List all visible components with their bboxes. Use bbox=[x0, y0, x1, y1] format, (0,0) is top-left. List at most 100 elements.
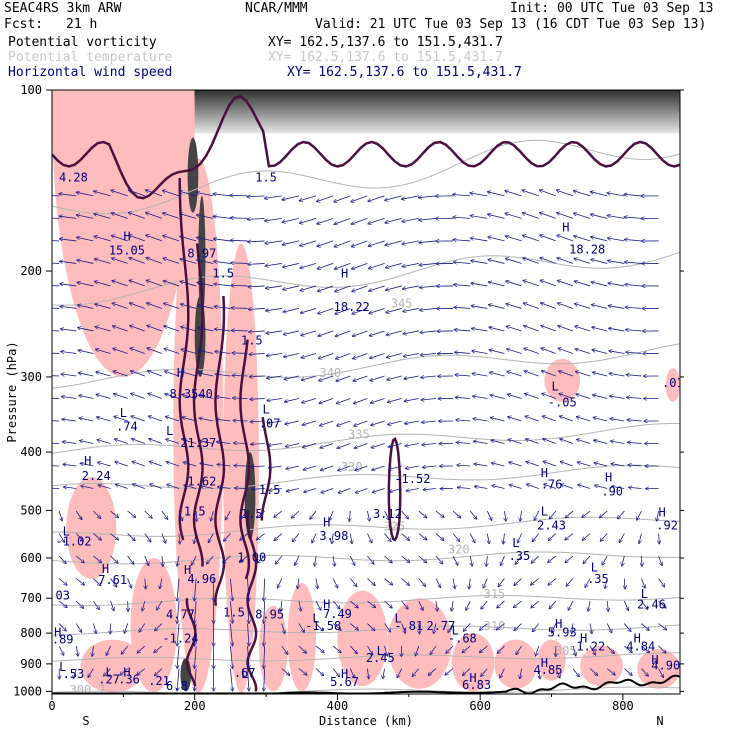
legend-pv-xy: XY= 162.5,137.6 to 151.5,431.7 bbox=[268, 35, 503, 50]
wind-vector bbox=[76, 645, 78, 656]
wind-vector bbox=[626, 352, 642, 353]
wind-vector bbox=[282, 195, 300, 200]
wind-vector bbox=[544, 462, 556, 467]
wind-vector bbox=[146, 258, 163, 264]
wind-vector bbox=[75, 510, 81, 519]
wind-vector bbox=[265, 195, 282, 198]
wind-vector bbox=[62, 397, 77, 399]
extremum-value: .89 bbox=[52, 632, 74, 646]
wind-vector bbox=[149, 416, 163, 422]
wind-vector bbox=[276, 555, 283, 564]
wind-vector bbox=[514, 600, 522, 607]
wind-vector bbox=[659, 533, 660, 544]
wind-vector bbox=[332, 668, 339, 677]
wind-vector bbox=[384, 533, 391, 542]
wind-vector bbox=[367, 555, 373, 564]
wind-vector bbox=[95, 259, 111, 264]
extremum-marker: L bbox=[166, 424, 173, 438]
extremum-value: 7.49 bbox=[323, 607, 352, 621]
wind-vector bbox=[627, 397, 642, 398]
wind-vector bbox=[605, 578, 608, 589]
tropopause-pv-contour bbox=[52, 94, 680, 200]
extremum-value: 3.98 bbox=[319, 529, 348, 543]
legend-theta-xy: XY= 162.5,137.6 to 151.5,431.7 bbox=[268, 50, 503, 65]
wind-vector bbox=[81, 463, 94, 467]
wind-vector bbox=[611, 464, 625, 467]
wind-vector bbox=[609, 328, 625, 332]
wind-vector bbox=[97, 440, 111, 444]
wind-vector bbox=[473, 396, 488, 399]
wind-vector bbox=[351, 218, 368, 224]
extremum-value: 2.24 bbox=[82, 469, 111, 483]
wind-vector bbox=[611, 441, 625, 444]
wind-vector bbox=[286, 443, 300, 446]
wind-vector bbox=[300, 285, 317, 291]
wind-vector bbox=[609, 306, 625, 309]
wind-vector bbox=[525, 371, 539, 377]
wind-vector bbox=[526, 439, 539, 444]
wind-vector bbox=[94, 191, 111, 197]
wind-vector bbox=[490, 372, 505, 377]
wind-vector bbox=[93, 600, 99, 609]
plot-frame bbox=[51, 89, 681, 695]
isentrope-label: 300.7 bbox=[70, 683, 106, 697]
wind-vector bbox=[286, 465, 300, 469]
wind-vector bbox=[197, 283, 214, 287]
wind-vector bbox=[583, 533, 591, 540]
wind-vector bbox=[471, 283, 488, 287]
y-axis-label: Pressure (hPa) bbox=[5, 341, 19, 442]
wind-vector bbox=[131, 416, 145, 422]
wind-vector bbox=[52, 240, 60, 242]
pv-fill-region bbox=[387, 598, 452, 689]
wind-vector bbox=[232, 330, 248, 331]
extremum-value: 6.83 bbox=[462, 678, 491, 692]
wind-vector bbox=[302, 375, 317, 380]
wind-vector bbox=[298, 645, 306, 653]
wind-vector bbox=[566, 578, 574, 586]
wind-vector bbox=[183, 440, 197, 444]
wind-vector bbox=[79, 373, 94, 377]
wind-vector bbox=[142, 600, 146, 611]
wind-vector bbox=[610, 419, 625, 422]
wind-vector bbox=[132, 462, 145, 467]
extremum-marker: L bbox=[312, 611, 319, 625]
wind-vector bbox=[489, 282, 505, 287]
wind-vector bbox=[194, 601, 196, 623]
extremum-marker: L bbox=[452, 624, 459, 638]
wind-vector bbox=[627, 420, 642, 421]
wind-vector bbox=[52, 217, 60, 219]
wind-vector bbox=[157, 600, 163, 610]
wind-vector bbox=[265, 218, 282, 220]
wind-vector bbox=[137, 668, 146, 675]
pv-fill-region bbox=[537, 639, 566, 681]
wind-vector bbox=[589, 645, 595, 655]
wind-vector bbox=[641, 623, 649, 631]
wind-vector bbox=[98, 462, 111, 467]
wind-vector bbox=[249, 308, 265, 309]
wind-vector bbox=[422, 421, 436, 423]
wind-vector bbox=[94, 236, 111, 242]
wind-vector bbox=[130, 348, 145, 354]
pv-fill-region bbox=[80, 639, 145, 693]
wind-vector bbox=[536, 645, 540, 656]
wind-vector bbox=[591, 214, 608, 219]
wind-vector bbox=[534, 510, 540, 520]
wind-vector bbox=[194, 578, 196, 601]
wind-vector bbox=[146, 190, 163, 197]
wind-vector bbox=[349, 578, 356, 587]
wind-vector bbox=[318, 330, 334, 336]
wind-vector bbox=[319, 398, 334, 403]
wind-vector bbox=[405, 443, 419, 446]
wind-vector bbox=[354, 398, 368, 403]
wind-vector bbox=[504, 510, 505, 521]
wind-vector bbox=[336, 330, 351, 336]
wind-vector bbox=[223, 555, 231, 563]
wind-vector bbox=[629, 487, 642, 488]
wind-vector bbox=[132, 439, 145, 444]
extremum-value: .92 bbox=[656, 518, 678, 532]
extremum-marker: H bbox=[469, 671, 476, 685]
wind-vector bbox=[609, 351, 625, 354]
wind-vector bbox=[160, 578, 162, 589]
wind-vector bbox=[127, 533, 135, 541]
wind-vector bbox=[197, 215, 214, 219]
